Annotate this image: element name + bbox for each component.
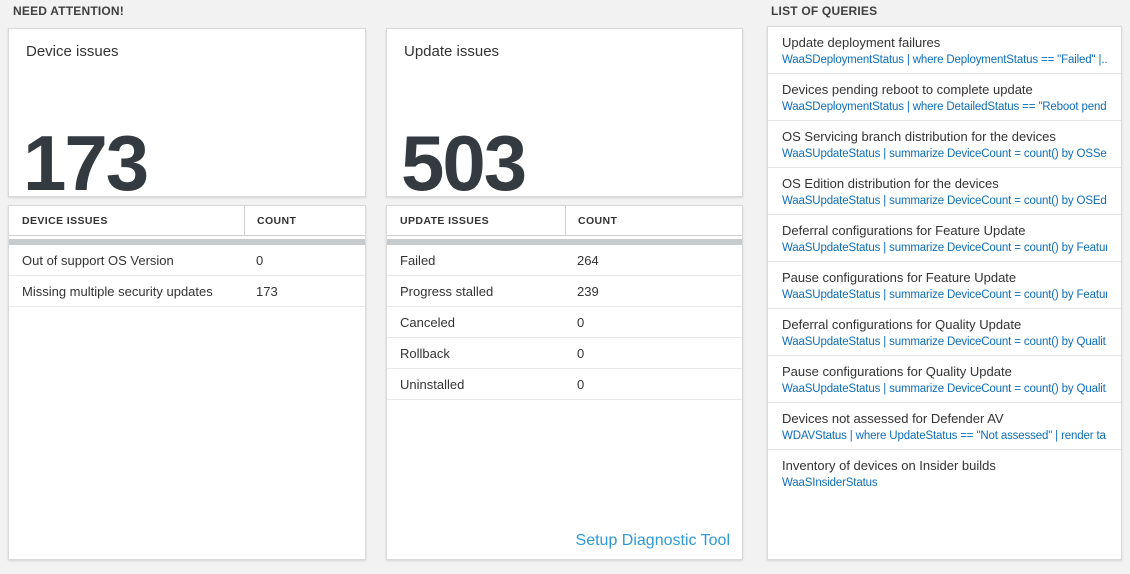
column-header-device-issues: DEVICE ISSUES [22, 214, 108, 227]
row-issue: Canceled [400, 314, 455, 330]
table-row[interactable]: Failed 264 [387, 245, 742, 276]
query-title: Deferral configurations for Quality Upda… [782, 317, 1022, 332]
column-header-update-issues: UPDATE ISSUES [400, 214, 490, 227]
row-count: 239 [577, 283, 599, 299]
column-header-count: COUNT [244, 206, 365, 235]
need-attention-header: NEED ATTENTION! [13, 4, 124, 18]
query-item[interactable]: Update deployment failures WaaSDeploymen… [768, 27, 1121, 74]
row-issue: Missing multiple security updates [22, 283, 213, 299]
query-text[interactable]: WDAVStatus | where UpdateStatus == "Not … [782, 430, 1107, 442]
query-item[interactable]: Pause configurations for Quality Update … [768, 356, 1121, 403]
update-issues-title: Update issues [404, 43, 500, 60]
device-issues-table-header: DEVICE ISSUES COUNT [9, 206, 365, 236]
query-title: Pause configurations for Quality Update [782, 364, 1012, 379]
table-row[interactable]: Out of support OS Version 0 [9, 245, 365, 276]
row-count: 0 [256, 252, 264, 268]
row-count: 0 [577, 345, 585, 361]
queries-panel: Update deployment failures WaaSDeploymen… [767, 26, 1122, 560]
query-item[interactable]: Deferral configurations for Quality Upda… [768, 309, 1121, 356]
row-count: 0 [577, 376, 585, 392]
query-item[interactable]: Pause configurations for Feature Update … [768, 262, 1121, 309]
table-row[interactable]: Uninstalled 0 [387, 369, 742, 400]
query-item[interactable]: Inventory of devices on Insider builds W… [768, 450, 1121, 497]
query-text[interactable]: WaaSUpdateStatus | summarize DeviceCount… [782, 336, 1107, 348]
update-issues-count: 503 [401, 119, 527, 207]
query-text[interactable]: WaaSUpdateStatus | summarize DeviceCount… [782, 289, 1107, 301]
query-item[interactable]: Deferral configurations for Feature Upda… [768, 215, 1121, 262]
row-issue: Out of support OS Version [22, 252, 174, 268]
query-title: OS Servicing branch distribution for the… [782, 129, 1056, 144]
query-text[interactable]: WaaSDeploymentStatus | where DeploymentS… [782, 54, 1107, 66]
query-text[interactable]: WaaSUpdateStatus | summarize DeviceCount… [782, 242, 1107, 254]
query-item[interactable]: Devices not assessed for Defender AV WDA… [768, 403, 1121, 450]
query-title: Devices not assessed for Defender AV [782, 411, 1004, 426]
query-title: Pause configurations for Feature Update [782, 270, 1017, 285]
row-count: 173 [256, 283, 278, 299]
query-title: OS Edition distribution for the devices [782, 176, 999, 191]
query-title: Devices pending reboot to complete updat… [782, 82, 1033, 97]
column-header-count: COUNT [565, 206, 742, 235]
table-row[interactable]: Progress stalled 239 [387, 276, 742, 307]
row-issue: Failed [400, 252, 436, 268]
update-issues-table: UPDATE ISSUES COUNT Failed 264 Progress … [386, 205, 743, 560]
table-row[interactable]: Canceled 0 [387, 307, 742, 338]
row-issue: Rollback [400, 345, 450, 361]
table-row[interactable]: Rollback 0 [387, 338, 742, 369]
update-issues-table-header: UPDATE ISSUES COUNT [387, 206, 742, 236]
query-item[interactable]: OS Edition distribution for the devices … [768, 168, 1121, 215]
table-header-band [387, 239, 742, 245]
query-title: Inventory of devices on Insider builds [782, 458, 996, 473]
query-title: Deferral configurations for Feature Upda… [782, 223, 1026, 238]
table-header-band [9, 239, 365, 245]
query-item[interactable]: Devices pending reboot to complete updat… [768, 74, 1121, 121]
device-issues-tile[interactable]: Device issues 173 [8, 28, 366, 202]
query-text[interactable]: WaaSUpdateStatus | summarize DeviceCount… [782, 148, 1107, 160]
table-row[interactable]: Missing multiple security updates 173 [9, 276, 365, 307]
query-text[interactable]: WaaSInsiderStatus [782, 477, 878, 489]
setup-diagnostic-tool-link[interactable]: Setup Diagnostic Tool [575, 532, 730, 549]
query-title: Update deployment failures [782, 35, 941, 50]
row-count: 264 [577, 252, 599, 268]
device-issues-title: Device issues [26, 43, 119, 60]
query-text[interactable]: WaaSUpdateStatus | summarize DeviceCount… [782, 383, 1107, 395]
device-issues-count: 173 [23, 119, 149, 207]
row-count: 0 [577, 314, 585, 330]
row-issue: Uninstalled [400, 376, 465, 392]
query-text[interactable]: WaaSDeploymentStatus | where DetailedSta… [782, 101, 1107, 113]
device-issues-table: DEVICE ISSUES COUNT Out of support OS Ve… [8, 205, 366, 560]
list-of-queries-header: LIST OF QUERIES [771, 4, 878, 18]
row-issue: Progress stalled [400, 283, 494, 299]
update-issues-tile[interactable]: Update issues 503 [386, 28, 743, 202]
query-item[interactable]: OS Servicing branch distribution for the… [768, 121, 1121, 168]
query-text[interactable]: WaaSUpdateStatus | summarize DeviceCount… [782, 195, 1107, 207]
